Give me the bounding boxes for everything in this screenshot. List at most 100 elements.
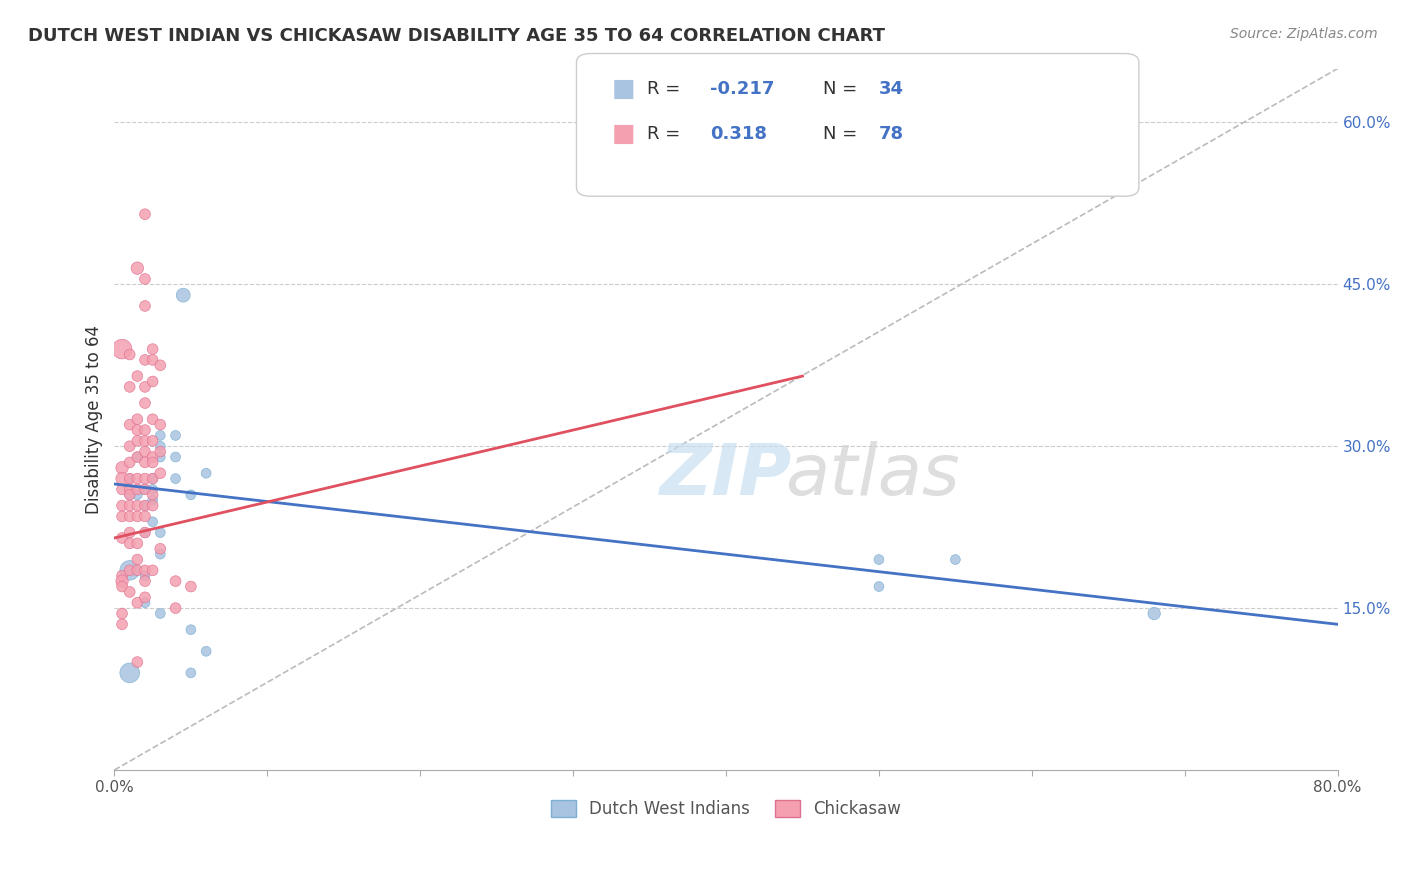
Chickasaw: [127, 552, 149, 566]
Chickasaw: [142, 455, 165, 469]
Text: 78: 78: [879, 125, 904, 143]
Chickasaw: [111, 580, 134, 594]
Chickasaw: [142, 412, 165, 426]
Text: atlas: atlas: [786, 441, 960, 510]
Chickasaw: [118, 483, 141, 497]
Chickasaw: [165, 574, 187, 589]
Chickasaw: [149, 541, 172, 556]
Chickasaw: [142, 342, 165, 356]
Chickasaw: [134, 299, 156, 313]
Chickasaw: [127, 450, 149, 464]
Text: N =: N =: [823, 80, 862, 98]
Chickasaw: [111, 483, 134, 497]
Chickasaw: [134, 444, 156, 458]
Chickasaw: [111, 472, 134, 486]
Chickasaw: [111, 509, 134, 524]
Chickasaw: [134, 499, 156, 513]
Dutch West Indians: [945, 552, 967, 566]
Chickasaw: [134, 525, 156, 540]
Dutch West Indians: [149, 428, 172, 442]
Chickasaw: [134, 574, 156, 589]
Chickasaw: [127, 434, 149, 448]
Chickasaw: [142, 434, 165, 448]
Dutch West Indians: [180, 488, 202, 502]
Chickasaw: [118, 536, 141, 550]
Dutch West Indians: [142, 483, 165, 497]
Chickasaw: [111, 568, 134, 582]
Dutch West Indians: [165, 472, 187, 486]
Chickasaw: [127, 596, 149, 610]
Dutch West Indians: [118, 563, 141, 577]
Dutch West Indians: [149, 607, 172, 621]
Chickasaw: [134, 472, 156, 486]
Chickasaw: [142, 375, 165, 389]
Dutch West Indians: [142, 472, 165, 486]
Chickasaw: [111, 342, 134, 356]
Chickasaw: [111, 607, 134, 621]
Chickasaw: [118, 472, 141, 486]
Text: R =: R =: [647, 125, 686, 143]
Y-axis label: Disability Age 35 to 64: Disability Age 35 to 64: [86, 325, 103, 514]
Dutch West Indians: [134, 568, 156, 582]
Text: -0.217: -0.217: [710, 80, 775, 98]
Chickasaw: [149, 417, 172, 432]
Chickasaw: [149, 444, 172, 458]
Chickasaw: [127, 563, 149, 577]
Chickasaw: [127, 412, 149, 426]
Chickasaw: [127, 483, 149, 497]
Chickasaw: [118, 380, 141, 394]
Chickasaw: [134, 352, 156, 367]
Chickasaw: [127, 472, 149, 486]
Text: ZIP: ZIP: [659, 441, 792, 510]
Dutch West Indians: [172, 288, 194, 302]
Chickasaw: [134, 207, 156, 221]
Chickasaw: [142, 488, 165, 502]
Chickasaw: [118, 417, 141, 432]
Dutch West Indians: [118, 472, 141, 486]
Dutch West Indians: [134, 525, 156, 540]
Dutch West Indians: [134, 499, 156, 513]
Dutch West Indians: [127, 450, 149, 464]
Dutch West Indians: [142, 493, 165, 508]
Chickasaw: [127, 655, 149, 669]
Chickasaw: [134, 434, 156, 448]
Chickasaw: [111, 460, 134, 475]
Chickasaw: [127, 509, 149, 524]
Dutch West Indians: [149, 450, 172, 464]
Chickasaw: [118, 509, 141, 524]
Dutch West Indians: [149, 525, 172, 540]
Chickasaw: [134, 591, 156, 605]
Chickasaw: [118, 347, 141, 361]
Chickasaw: [118, 563, 141, 577]
Chickasaw: [127, 499, 149, 513]
Chickasaw: [127, 369, 149, 384]
Chickasaw: [127, 536, 149, 550]
Chickasaw: [118, 499, 141, 513]
Chickasaw: [111, 499, 134, 513]
Dutch West Indians: [180, 623, 202, 637]
Chickasaw: [118, 455, 141, 469]
Dutch West Indians: [165, 428, 187, 442]
Dutch West Indians: [868, 552, 890, 566]
Chickasaw: [134, 396, 156, 410]
Dutch West Indians: [149, 439, 172, 453]
Chickasaw: [134, 423, 156, 437]
Chickasaw: [134, 272, 156, 286]
Chickasaw: [111, 531, 134, 545]
Dutch West Indians: [127, 488, 149, 502]
Chickasaw: [134, 455, 156, 469]
Chickasaw: [134, 380, 156, 394]
Chickasaw: [127, 423, 149, 437]
Chickasaw: [142, 563, 165, 577]
Chickasaw: [149, 359, 172, 373]
Dutch West Indians: [1143, 607, 1166, 621]
Text: ■: ■: [612, 122, 636, 145]
Dutch West Indians: [149, 547, 172, 561]
Chickasaw: [165, 601, 187, 615]
Text: DUTCH WEST INDIAN VS CHICKASAW DISABILITY AGE 35 TO 64 CORRELATION CHART: DUTCH WEST INDIAN VS CHICKASAW DISABILIT…: [28, 27, 886, 45]
Dutch West Indians: [142, 515, 165, 529]
Chickasaw: [127, 261, 149, 276]
Text: N =: N =: [823, 125, 862, 143]
Text: R =: R =: [647, 80, 686, 98]
Chickasaw: [118, 525, 141, 540]
